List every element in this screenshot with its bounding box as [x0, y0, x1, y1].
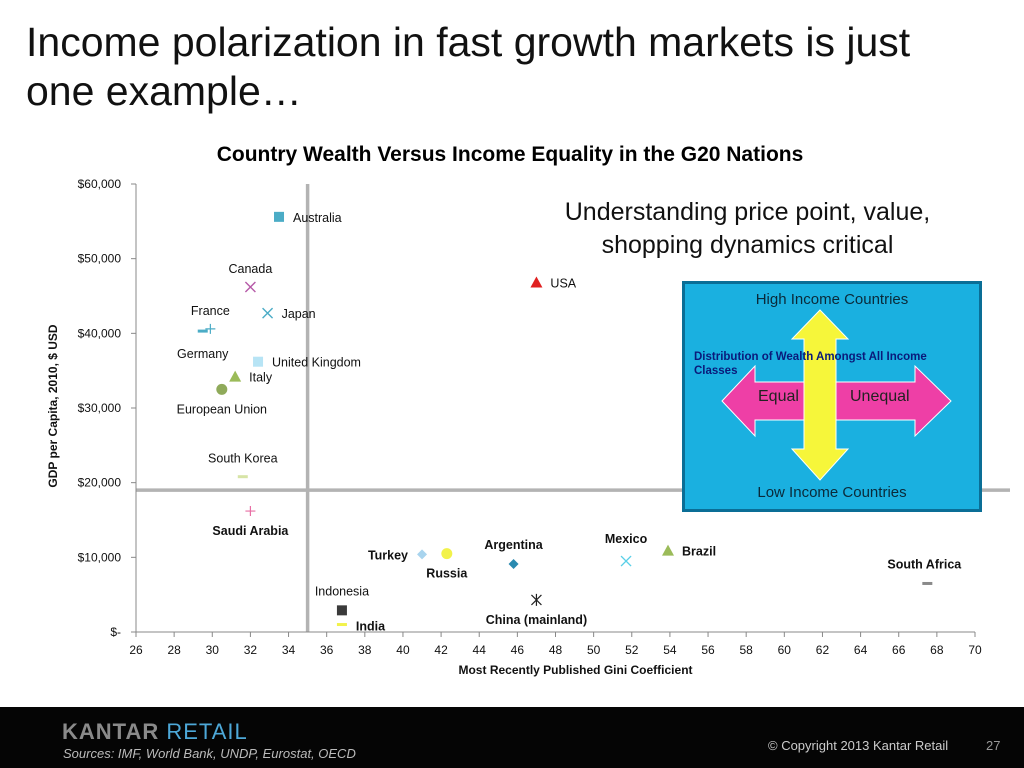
- brand-logo: KANTAR RETAIL: [62, 719, 248, 745]
- y-tick-label: $50,000: [78, 252, 122, 266]
- page-number: 27: [986, 738, 1001, 753]
- point-mexico: [620, 555, 632, 567]
- label-canada: Canada: [229, 262, 273, 276]
- label-germany: Germany: [177, 347, 229, 361]
- point-italy: [229, 370, 242, 382]
- brand-name-part2: RETAIL: [159, 719, 248, 744]
- label-india: India: [356, 620, 386, 634]
- label-usa: USA: [550, 277, 576, 291]
- footer: KANTAR RETAIL Sources: IMF, World Bank, …: [0, 707, 1024, 768]
- label-russia: Russia: [426, 567, 468, 581]
- point-indonesia: [336, 605, 347, 616]
- equal-label: Equal: [758, 388, 799, 405]
- label-south-africa: South Africa: [887, 557, 962, 571]
- x-axis-title: Most Recently Published Gini Coefficient: [458, 663, 692, 677]
- unequal-label: Unequal: [850, 388, 910, 405]
- point-australia: [274, 211, 285, 222]
- label-united-kingdom: United Kingdom: [272, 356, 361, 370]
- brand-name-part1: KANTAR: [62, 719, 160, 744]
- y-tick-label: $60,000: [78, 177, 122, 191]
- x-tick-label: 40: [396, 643, 410, 657]
- slide-title: Income polarization in fast growth marke…: [26, 19, 911, 114]
- x-tick-label: 58: [740, 643, 754, 657]
- x-tick-label: 26: [129, 643, 143, 657]
- x-tick-label: 64: [854, 643, 868, 657]
- x-tick-label: 50: [587, 643, 601, 657]
- x-tick-label: 48: [549, 643, 563, 657]
- x-tick-label: 44: [473, 643, 487, 657]
- x-tick-label: 54: [663, 643, 677, 657]
- x-tick-label: 46: [511, 643, 525, 657]
- point-argentina: [508, 559, 519, 570]
- y-tick-label: $-: [110, 625, 121, 639]
- label-south-korea: South Korea: [208, 452, 278, 466]
- label-italy: Italy: [249, 371, 273, 385]
- copyright-text: © Copyright 2013 Kantar Retail: [768, 738, 949, 753]
- y-tick-label: $10,000: [78, 550, 122, 564]
- label-turkey: Turkey: [368, 548, 408, 562]
- point-russia: [441, 548, 453, 560]
- y-tick-label: $30,000: [78, 401, 122, 415]
- callout-text: Understanding price point, value, shoppi…: [564, 198, 931, 259]
- y-axis-title: GDP per Capita, 2010, $ USD: [46, 324, 60, 488]
- label-france: France: [191, 304, 230, 318]
- point-usa: [530, 276, 543, 288]
- label-mexico: Mexico: [605, 532, 648, 546]
- point-turkey: [417, 549, 428, 560]
- label-australia: Australia: [293, 211, 342, 225]
- chart-title: Country Wealth Versus Income Equality in…: [216, 143, 804, 166]
- x-tick-label: 68: [930, 643, 944, 657]
- label-european-union: European Union: [177, 402, 267, 416]
- income-distribution-box: High Income Countries Distribution of We…: [682, 281, 982, 512]
- x-tick-label: 52: [625, 643, 639, 657]
- arrows-graphic: [721, 309, 952, 481]
- x-tick-label: 34: [282, 643, 296, 657]
- y-tick-label: $40,000: [78, 326, 122, 340]
- sources-text: Sources: IMF, World Bank, UNDP, Eurostat…: [63, 746, 356, 761]
- point-canada: [244, 281, 256, 293]
- label-indonesia: Indonesia: [315, 584, 369, 598]
- label-japan: Japan: [282, 307, 316, 321]
- x-tick-label: 70: [968, 643, 982, 657]
- low-income-label: Low Income Countries: [757, 484, 907, 501]
- x-tick-label: 38: [358, 643, 372, 657]
- label-argentina: Argentina: [484, 538, 543, 552]
- point-european-union: [216, 383, 228, 395]
- x-tick-label: 36: [320, 643, 334, 657]
- y-tick-label: $20,000: [78, 476, 122, 490]
- point-japan: [262, 307, 274, 319]
- x-tick-label: 62: [816, 643, 830, 657]
- label-saudi-arabia: Saudi Arabia: [212, 524, 289, 538]
- point-brazil: [662, 544, 675, 556]
- x-tick-label: 60: [778, 643, 792, 657]
- point-saudi-arabia: [245, 506, 256, 517]
- x-tick-label: 30: [206, 643, 220, 657]
- label-brazil: Brazil: [682, 545, 716, 559]
- label-china-mainland: China (mainland): [486, 613, 587, 627]
- point-france: [205, 323, 216, 334]
- high-income-label: High Income Countries: [755, 291, 909, 308]
- scatter-chart: $- $10,000 $20,000 $30,000 $40,000 $50,000 $60…: [46, 177, 1010, 677]
- x-tick-label: 66: [892, 643, 906, 657]
- x-tick-label: 28: [167, 643, 181, 657]
- point-china-mainland: [531, 593, 542, 606]
- x-tick-label: 42: [434, 643, 448, 657]
- distribution-label: Distribution of Wealth Amongst All Incom…: [694, 351, 927, 377]
- x-tick-label: 56: [701, 643, 715, 657]
- vertical-double-arrow: [790, 309, 850, 481]
- x-tick-label: 32: [244, 643, 258, 657]
- point-united-kingdom: [253, 356, 264, 367]
